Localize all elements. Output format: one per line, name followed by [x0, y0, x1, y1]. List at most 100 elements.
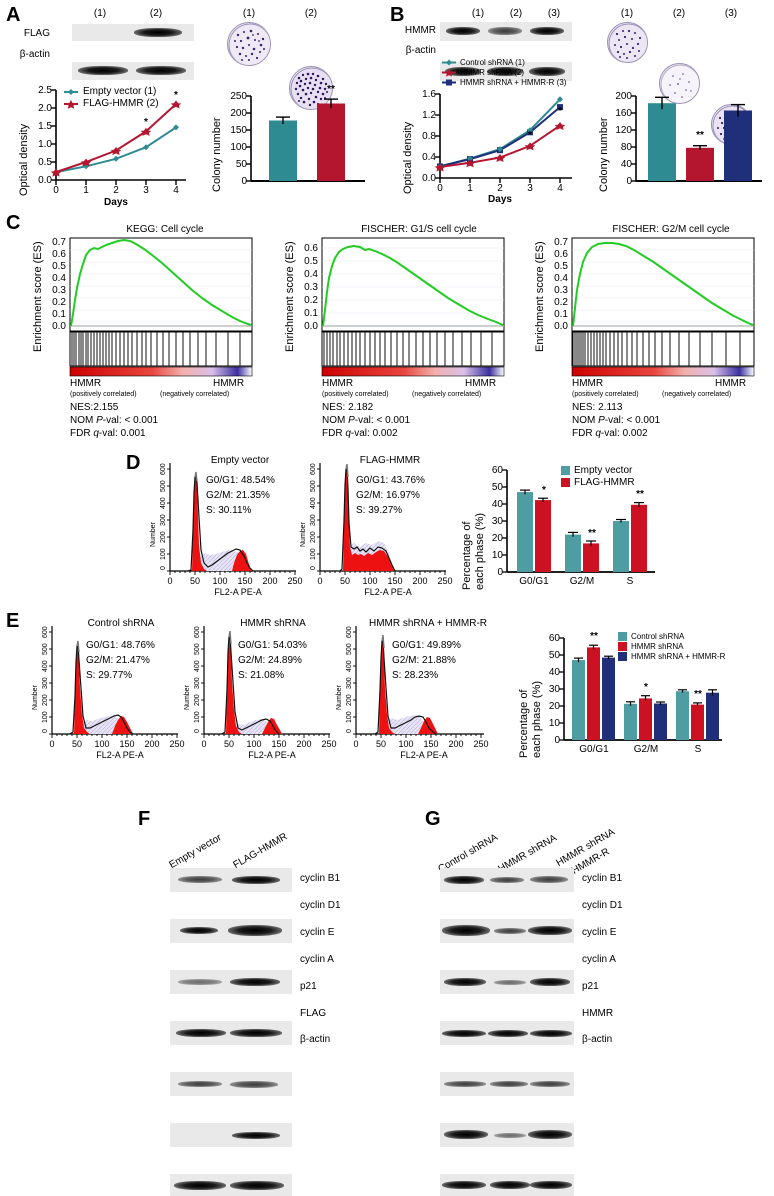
growth-b-ytick-1: 0.4: [422, 152, 436, 163]
blot-f-label-bactin: β-actin: [300, 1034, 331, 1045]
bar-d-sig-g0g1: *: [542, 485, 546, 496]
growth-a-ytick-0: 0.0: [38, 175, 52, 186]
gsea2-ytick-5: 0.5: [304, 256, 318, 267]
flow-e2-stat-0: G0/G1: 54.03%: [238, 640, 307, 651]
flow-e3-xtick-2: 100: [398, 739, 414, 749]
legend-marker-star-icon: [64, 99, 78, 109]
colony-b-sig-bar2: **: [696, 130, 704, 141]
growth-a-xtick-1: 1: [83, 185, 89, 196]
blot-f-label-p21: p21: [300, 981, 317, 992]
flow-e3-xtick-0: 0: [353, 739, 359, 749]
blot-f-label-cyclind1: cyclin D1: [300, 900, 341, 911]
legend-label-d-empty-vector: Empty vector: [574, 465, 633, 476]
bar-d-cat-0: G0/G1: [519, 576, 549, 587]
bar-d-ytick-2: 20: [491, 533, 503, 544]
panel-letter-c: C: [6, 212, 21, 234]
growth-b-xtick-3: 3: [527, 183, 533, 194]
blot-g-label-bactin: β-actin: [582, 1034, 613, 1045]
legend-label-control-shrna: Control shRNA (1): [460, 58, 525, 67]
growth-a-ytick-4: 2.0: [38, 103, 52, 114]
blot-f-label-cyclina: cyclin A: [300, 954, 334, 965]
blot-f-row-cycline: [170, 970, 292, 994]
panel-a-colony-images: (1) (2): [225, 8, 333, 110]
blot-g-label-hmmr: HMMR: [582, 1008, 614, 1019]
growth-b-ytick-4: 1.6: [422, 89, 436, 100]
gsea3-nes: NES: 2.113: [572, 402, 623, 413]
bar-d-ytick-3: 30: [491, 516, 503, 527]
flow-e2-title: HMMR shRNA: [240, 618, 306, 629]
growth-a-xlabel: Days: [104, 197, 128, 208]
colony-b-ytick-0: 0: [626, 176, 632, 187]
legend-label-empty-vector: Empty vector (1): [83, 86, 157, 97]
growth-a-xtick-3: 3: [143, 185, 149, 196]
growth-a-xtick-0: 0: [53, 185, 59, 196]
gsea1-ytick-3: 0.3: [52, 285, 66, 296]
colony-a-ytick-5: 250: [230, 91, 247, 102]
panel-letter-g: G: [425, 808, 441, 830]
blot-g-label-cyclind1: cyclin D1: [582, 900, 623, 911]
gsea-title-3: FISCHER: G2/M cell cycle: [612, 224, 730, 235]
panel-a-colony-chart: Colony number 0 50 100 150 200 250 **: [205, 82, 385, 202]
colony-a-ytick-1: 50: [235, 159, 247, 170]
gsea1-ytick-7: 0.7: [52, 237, 66, 248]
gsea2-ytick-3: 0.3: [304, 282, 318, 293]
blot-strip-bactin-b: [440, 62, 572, 81]
flow-plot-e2: HMMR shRNA Number 0 100 200 300 400 500 …: [182, 618, 337, 763]
dish-label-b2: (2): [672, 8, 686, 19]
flow-d2-stat-2: S: 39.27%: [356, 505, 403, 516]
bar-d-legend: Empty vector FLAG-HMMR: [561, 465, 635, 489]
colony-dish-2: [289, 66, 333, 110]
gsea3-ytick-7: 0.7: [554, 237, 568, 248]
gsea2-ytick-6: 0.6: [304, 243, 318, 254]
bar-d-sig-g2m: **: [588, 528, 596, 539]
gsea2-nes: NES: 2.182: [322, 402, 374, 413]
panel-a-growth-chart: Optical density 0.0 0.5 1.0 1.5 2.0 2.5: [8, 80, 198, 208]
gsea1-left-sub: (positively correlated): [70, 391, 137, 398]
blot-f-label-cyclinb1: cyclin B1: [300, 873, 341, 884]
flow-d1-title: Empty vector: [210, 455, 270, 466]
flow-d2-stat-0: G0/G1: 43.76%: [356, 475, 425, 486]
bar-e-ytick-2: 20: [548, 701, 560, 712]
legend-swatch-control-shrna: [618, 632, 627, 641]
gsea-plot-2: FISCHER: G1/S cell cycle Enrichment scor…: [272, 222, 522, 439]
growth-a-xtick-2: 2: [113, 185, 119, 196]
gsea2-right-sub: (negatively correlated): [412, 391, 482, 398]
legend-item-d-flag-hmmr: FLAG-HMMR: [561, 477, 635, 488]
bar-e-ytick-0: 0: [554, 735, 560, 746]
lane-number-1: (1): [93, 8, 107, 19]
gsea-plot-3: FISCHER: G2/M cell cycle Enrichment scor…: [522, 222, 774, 439]
gsea1-nes: NES:2.155: [70, 402, 119, 413]
blot-g-row-p21: [440, 1072, 574, 1096]
panel-b-blot: (1) (2) (3) HMMR β-actin: [405, 8, 585, 81]
colony-b-ytick-2: 80: [620, 142, 632, 153]
flow-e1-xtick-4: 200: [144, 739, 160, 749]
blot-f-row-cyclinb1: [170, 868, 292, 892]
gsea2-ytick-1: 0.1: [304, 308, 318, 319]
blot-strip-flag: [72, 24, 194, 41]
gsea3-ytick-2: 0.2: [554, 297, 568, 308]
bar-e-sig-g2m: *: [644, 682, 648, 693]
flow-e3-xtick-5: 250: [473, 739, 489, 749]
growth-a-ytick-1: 0.5: [38, 157, 52, 168]
flow-e3-stat-2: S: 28.23%: [392, 670, 439, 681]
growth-b-sig-day4: *: [558, 106, 562, 117]
gsea1-ytick-1: 0.1: [52, 309, 66, 320]
gsea1-nom: NOM P-val: < 0.001: [70, 415, 159, 426]
flow-d2-title: FLAG-HMMR: [359, 455, 421, 466]
blot-g-row-bactin: [440, 1174, 574, 1196]
colony-a-ytick-3: 150: [230, 125, 247, 136]
legend-marker-diamond-icon-b: [442, 59, 456, 66]
legend-item-d-empty-vector: Empty vector: [561, 465, 635, 476]
bar-e-ytick-4: 40: [548, 667, 560, 678]
bar-e-ytick-1: 10: [548, 718, 560, 729]
gsea1-fdr: FDR q-val: 0.001: [70, 428, 146, 439]
legend-item-flag-hmmr: FLAG-HMMR (2): [63, 98, 159, 109]
blot-g-row-cycline: [440, 970, 574, 994]
lane-number-b2: (2): [509, 8, 523, 19]
flow-e2-stat-2: S: 21.08%: [238, 670, 285, 681]
flow-e1-stat-0: G0/G1: 48.76%: [86, 640, 155, 651]
gsea2-ytick-2: 0.2: [304, 295, 318, 306]
flow-e1-xtick-3: 150: [119, 739, 135, 749]
panel-letter-e: E: [6, 610, 20, 632]
legend-marker-star-icon-b: [442, 68, 456, 77]
